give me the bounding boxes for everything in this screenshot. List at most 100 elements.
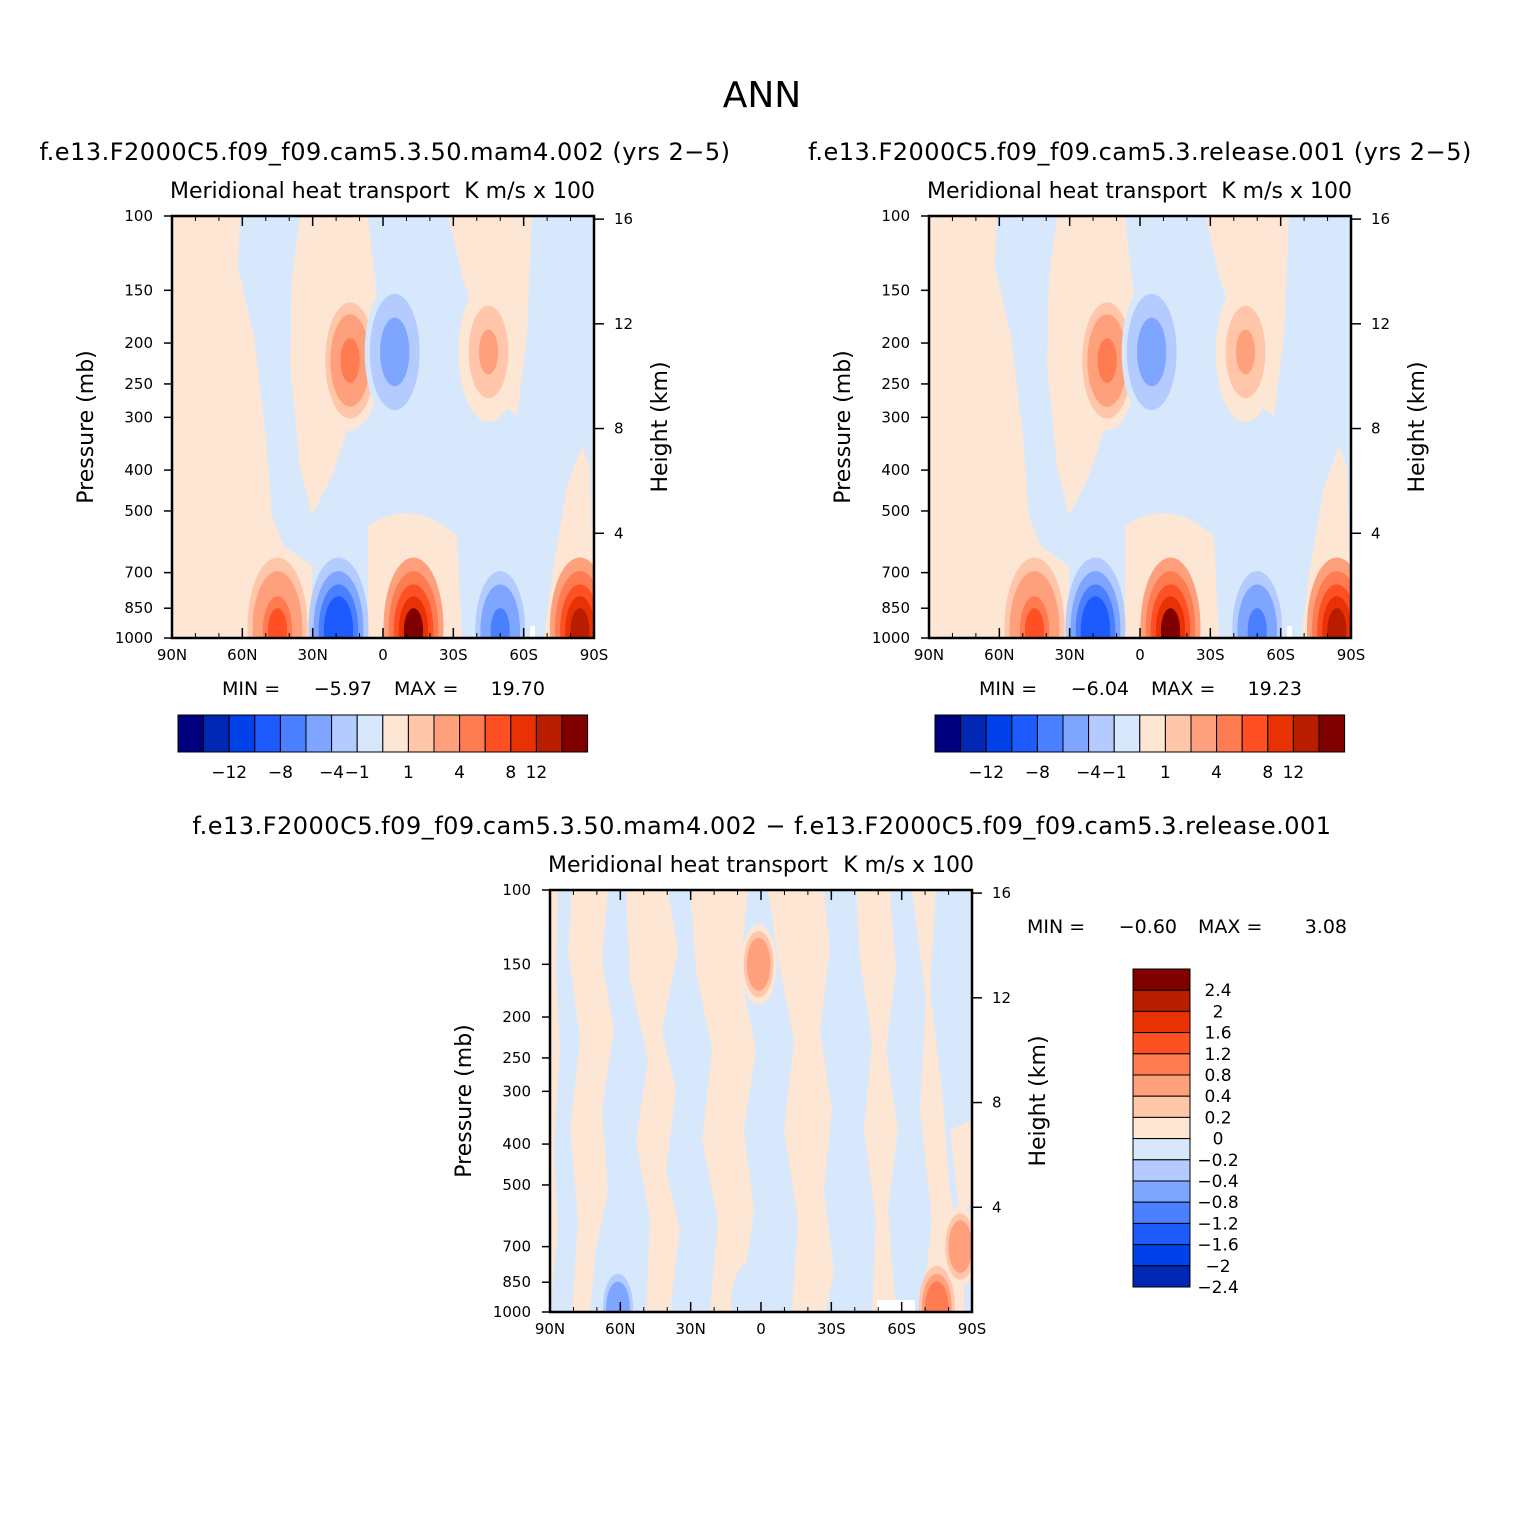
colorbar-label: 0.4 (1204, 1087, 1231, 1107)
colorbar-label: −0.4 (1197, 1172, 1238, 1192)
min-label: MIN = (979, 678, 1037, 700)
colorbar-box (1132, 1159, 1191, 1182)
plot-area: 90N 60N 30N 0 30S 60S 90S 100 150 200 250 300 400 500… (493, 881, 1011, 1338)
min-value: −0.60 (1119, 916, 1177, 938)
colorbar-box (177, 714, 205, 753)
colorbar-label: −1 (1102, 763, 1127, 783)
plot-area: 90N 60N 30N 0 30S 60S 90S 100 150 200 250 300 400 500… (115, 207, 633, 664)
colorbar-box (1216, 714, 1243, 753)
positive-region (172, 216, 312, 638)
colorbar-box (1241, 714, 1269, 753)
colorbar-box (1132, 1032, 1191, 1055)
colorbar-label: −4 (1076, 763, 1101, 783)
y-tick-label: 250 (502, 1049, 531, 1067)
colorbar-label: −4 (319, 763, 344, 783)
min-value: −5.97 (314, 678, 372, 700)
panel-difference-units: K m/s x 100 (843, 853, 974, 878)
colorbar-box (433, 714, 461, 753)
colorbar-label: 4 (1211, 763, 1222, 783)
colorbar-label: 2 (1213, 1002, 1224, 1022)
colorbar-box (1132, 1010, 1191, 1034)
y-axis-label: Pressure (mb) (74, 350, 99, 504)
y2-tick-label: 8 (1371, 420, 1381, 438)
colorbar-label: 0.8 (1204, 1066, 1231, 1086)
y-tick-label: 100 (124, 207, 153, 225)
y-tick-label: 700 (124, 564, 153, 582)
x-tick-label: 30S (817, 1320, 846, 1338)
colorbar-box (561, 714, 589, 753)
y2-axis-label: Height (km) (1026, 1035, 1051, 1166)
stats-line: MIN = −6.04 MAX = 19.23 (979, 678, 1302, 700)
x-tick-label: 60S (509, 646, 538, 664)
positive-region (626, 890, 680, 1312)
contour-level (570, 608, 590, 638)
min-value: −6.04 (1071, 678, 1129, 700)
contour-level (737, 1276, 762, 1312)
y2-tick-label: 16 (1371, 210, 1390, 228)
max-value: 3.08 (1305, 916, 1347, 938)
colorbar-label: −8 (1025, 763, 1050, 783)
panel-difference: f.e13.F2000C5.f09_f09.cam5.3.50.mam4.002… (192, 812, 1347, 1338)
colorbar-box (1132, 1138, 1191, 1161)
y2-tick-label: 8 (992, 1094, 1002, 1112)
panel-control-units: K m/s x 100 (1221, 179, 1352, 204)
colorbar: −12 −8 −4 −1 1 4 8 12 (934, 714, 1346, 783)
contour-level (328, 608, 349, 638)
contour-level (1085, 608, 1106, 638)
y2-tick-label: 16 (614, 210, 633, 228)
colorbar-box (1088, 714, 1115, 753)
x-tick-label: 60N (227, 646, 257, 664)
x-tick-label: 90S (580, 646, 609, 664)
colorbar-label: −2.4 (1197, 1278, 1238, 1298)
colorbar-label: −8 (268, 763, 293, 783)
y-axis-label: Pressure (mb) (831, 350, 856, 504)
contour-level (1160, 608, 1181, 638)
x-tick-label: 90N (157, 646, 187, 664)
y-tick-label: 500 (502, 1176, 531, 1194)
colorbar-label: 1 (403, 763, 414, 783)
y-tick-label: 1000 (493, 1303, 531, 1321)
y-tick-label: 100 (881, 207, 910, 225)
colorbar-box (1011, 714, 1038, 753)
colorbar-box (1132, 1095, 1191, 1118)
y-tick-label: 150 (881, 281, 910, 299)
positive-region (568, 890, 614, 1312)
colorbar-box (1132, 1244, 1191, 1267)
y-tick-label: 700 (881, 564, 910, 582)
colorbar-box (407, 714, 435, 753)
colorbar-label: 12 (526, 763, 548, 783)
max-label: MAX = (394, 678, 458, 700)
colorbar-box (279, 714, 307, 753)
colorbar-label: −1.6 (1197, 1236, 1238, 1256)
stats-line: MIN = −0.60 MAX = 3.08 (1027, 916, 1347, 938)
x-tick-label: 30N (298, 646, 328, 664)
colorbar-label: 1.6 (1204, 1024, 1231, 1044)
y-tick-label: 400 (124, 461, 153, 479)
colorbar-label: −0.8 (1197, 1193, 1238, 1213)
feature-blobs (599, 924, 972, 1312)
colorbar-label: 0.2 (1204, 1108, 1231, 1128)
axes-ticks: 90N 60N 30N 0 30S 60S 90S 100 150 200 250 300 400 500… (115, 207, 633, 664)
y-axis-label: Pressure (mb) (452, 1024, 477, 1178)
contour-level (606, 1281, 630, 1312)
y-tick-label: 400 (881, 461, 910, 479)
figure-title: ANN (723, 75, 802, 116)
y2-axis-label: Height (km) (648, 361, 673, 492)
colorbar-box (1062, 714, 1090, 753)
colorbar-label: 8 (1262, 763, 1273, 783)
colorbar-box (1190, 714, 1218, 753)
x-tick-label: 90S (1337, 646, 1366, 664)
y-tick-label: 1000 (872, 629, 910, 647)
x-tick-label: 90N (535, 1320, 565, 1338)
colorbar-box (1292, 714, 1320, 753)
colorbar-box (382, 714, 409, 753)
max-label: MAX = (1198, 916, 1262, 938)
colorbar-box (535, 714, 563, 753)
feature-blobs (1004, 281, 1351, 638)
colorbar-label: 1 (1160, 763, 1171, 783)
colorbar-box (1132, 968, 1191, 991)
colorbar-box (331, 714, 358, 753)
colorbar-box (1036, 714, 1064, 753)
y2-tick-label: 12 (992, 989, 1011, 1007)
colorbar-box (1132, 1180, 1191, 1203)
